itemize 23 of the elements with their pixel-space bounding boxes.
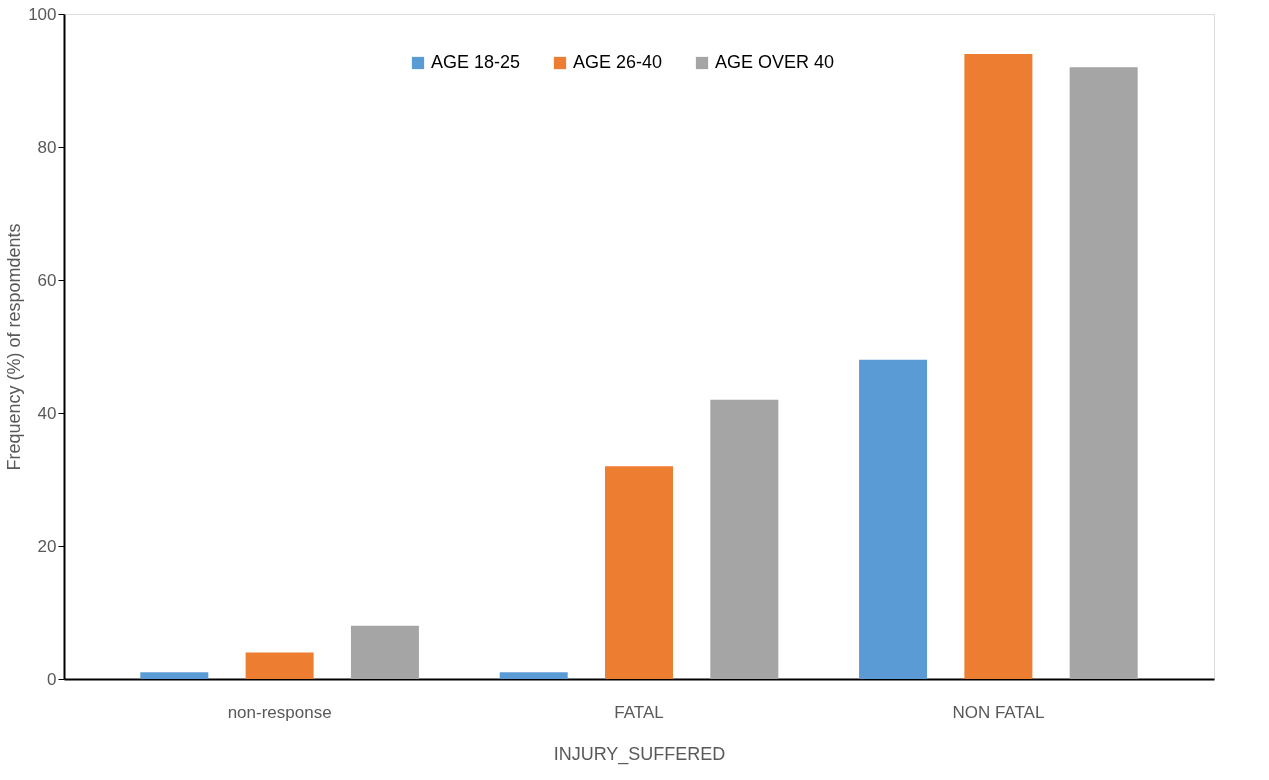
bar bbox=[350, 625, 419, 679]
bar bbox=[964, 53, 1033, 679]
bar bbox=[1069, 67, 1138, 679]
bar bbox=[859, 359, 928, 679]
legend-label: AGE 18-25 bbox=[431, 52, 521, 72]
bar bbox=[140, 672, 209, 679]
x-axis-title: INJURY_SUFFERED bbox=[553, 743, 726, 765]
bar bbox=[710, 399, 779, 679]
y-tick-label: 40 bbox=[37, 403, 57, 423]
bar bbox=[499, 672, 568, 679]
y-tick-label: 80 bbox=[37, 137, 57, 157]
x-tick-label: NON FATAL bbox=[952, 702, 1045, 722]
x-tick-label: non-response bbox=[227, 702, 332, 722]
x-tick-label: FATAL bbox=[614, 702, 664, 722]
y-tick-label: 100 bbox=[28, 4, 57, 24]
legend-label: AGE OVER 40 bbox=[715, 52, 835, 72]
y-tick-label: 0 bbox=[47, 669, 57, 689]
legend-label: AGE 26-40 bbox=[573, 52, 663, 72]
bar bbox=[245, 652, 314, 679]
y-tick-label: 20 bbox=[37, 536, 57, 556]
y-axis-title: Frequency (%) of respomdents bbox=[4, 223, 25, 471]
bar bbox=[605, 466, 673, 679]
y-tick-label: 60 bbox=[37, 270, 57, 290]
